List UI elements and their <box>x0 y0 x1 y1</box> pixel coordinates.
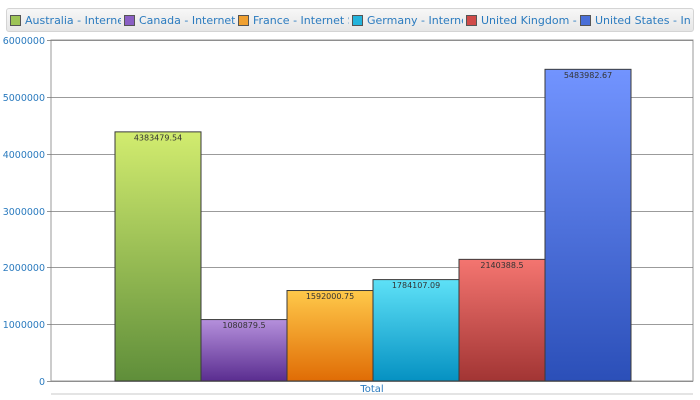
chart-legend: Australia - Internet Sales Canada - Inte… <box>6 8 694 32</box>
legend-swatch-australia <box>10 14 21 26</box>
x-axis-categories: Total <box>359 384 383 395</box>
data-label-germany-internet-sales: 1784107.09 <box>392 281 440 290</box>
bar-france-internet-sales[interactable] <box>286 290 374 382</box>
legend-label-canada: Canada - Internet Sales <box>139 13 235 27</box>
y-tick-label: 5000000 <box>3 93 45 104</box>
bar-united-kingdom-internet-sales[interactable] <box>458 258 546 382</box>
legend-label-united-states: United States - Internet Sales <box>595 13 691 27</box>
data-labels: 4383479.54 1080879.5 1592000.75 1784107.09 2… <box>134 71 612 330</box>
legend-swatch-united-states <box>580 14 591 26</box>
legend-item-germany[interactable]: Germany - Internet Sales <box>349 14 463 27</box>
data-label-united-states-internet-sales: 5483982.67 <box>564 71 612 80</box>
legend-item-canada[interactable]: Canada - Internet Sales <box>121 14 235 27</box>
legend-swatch-united-kingdom <box>466 14 477 26</box>
y-tick-label: 3000000 <box>3 207 45 218</box>
bar-united-states-internet-sales[interactable] <box>544 68 632 382</box>
legend-swatch-france <box>238 14 249 26</box>
data-label-united-kingdom-internet-sales: 2140388.5 <box>480 261 523 270</box>
y-axis-ticks: 0 1000000 2000000 3000000 4000000 5000000 6000… <box>3 36 51 388</box>
x-category-label: Total <box>359 384 383 395</box>
legend-swatch-canada <box>124 14 135 26</box>
legend-label-france: France - Internet Sales <box>253 13 349 27</box>
y-tick-label: 6000000 <box>3 36 45 47</box>
y-tick-label: 2000000 <box>3 263 45 274</box>
bar-australia-internet-sales[interactable] <box>114 131 202 382</box>
legend-swatch-germany <box>352 14 363 26</box>
bars <box>114 68 632 382</box>
legend-item-united-states[interactable]: United States - Internet Sales <box>577 14 691 27</box>
legend-label-australia: Australia - Internet Sales <box>25 13 121 27</box>
legend-label-germany: Germany - Internet Sales <box>367 13 463 27</box>
bar-germany-internet-sales[interactable] <box>372 279 460 382</box>
y-tick-label: 0 <box>39 377 45 388</box>
legend-label-united-kingdom: United Kingdom - Internet Sales <box>481 13 577 27</box>
y-tick-label: 1000000 <box>3 320 45 331</box>
data-label-canada-internet-sales: 1080879.5 <box>222 321 265 330</box>
bar-canada-internet-sales[interactable] <box>200 319 288 382</box>
legend-item-australia[interactable]: Australia - Internet Sales <box>7 14 121 27</box>
data-label-france-internet-sales: 1592000.75 <box>306 292 354 301</box>
legend-item-united-kingdom[interactable]: United Kingdom - Internet Sales <box>463 14 577 27</box>
data-label-australia-internet-sales: 4383479.54 <box>134 133 182 142</box>
y-tick-label: 4000000 <box>3 150 45 161</box>
legend-item-france[interactable]: France - Internet Sales <box>235 14 349 27</box>
